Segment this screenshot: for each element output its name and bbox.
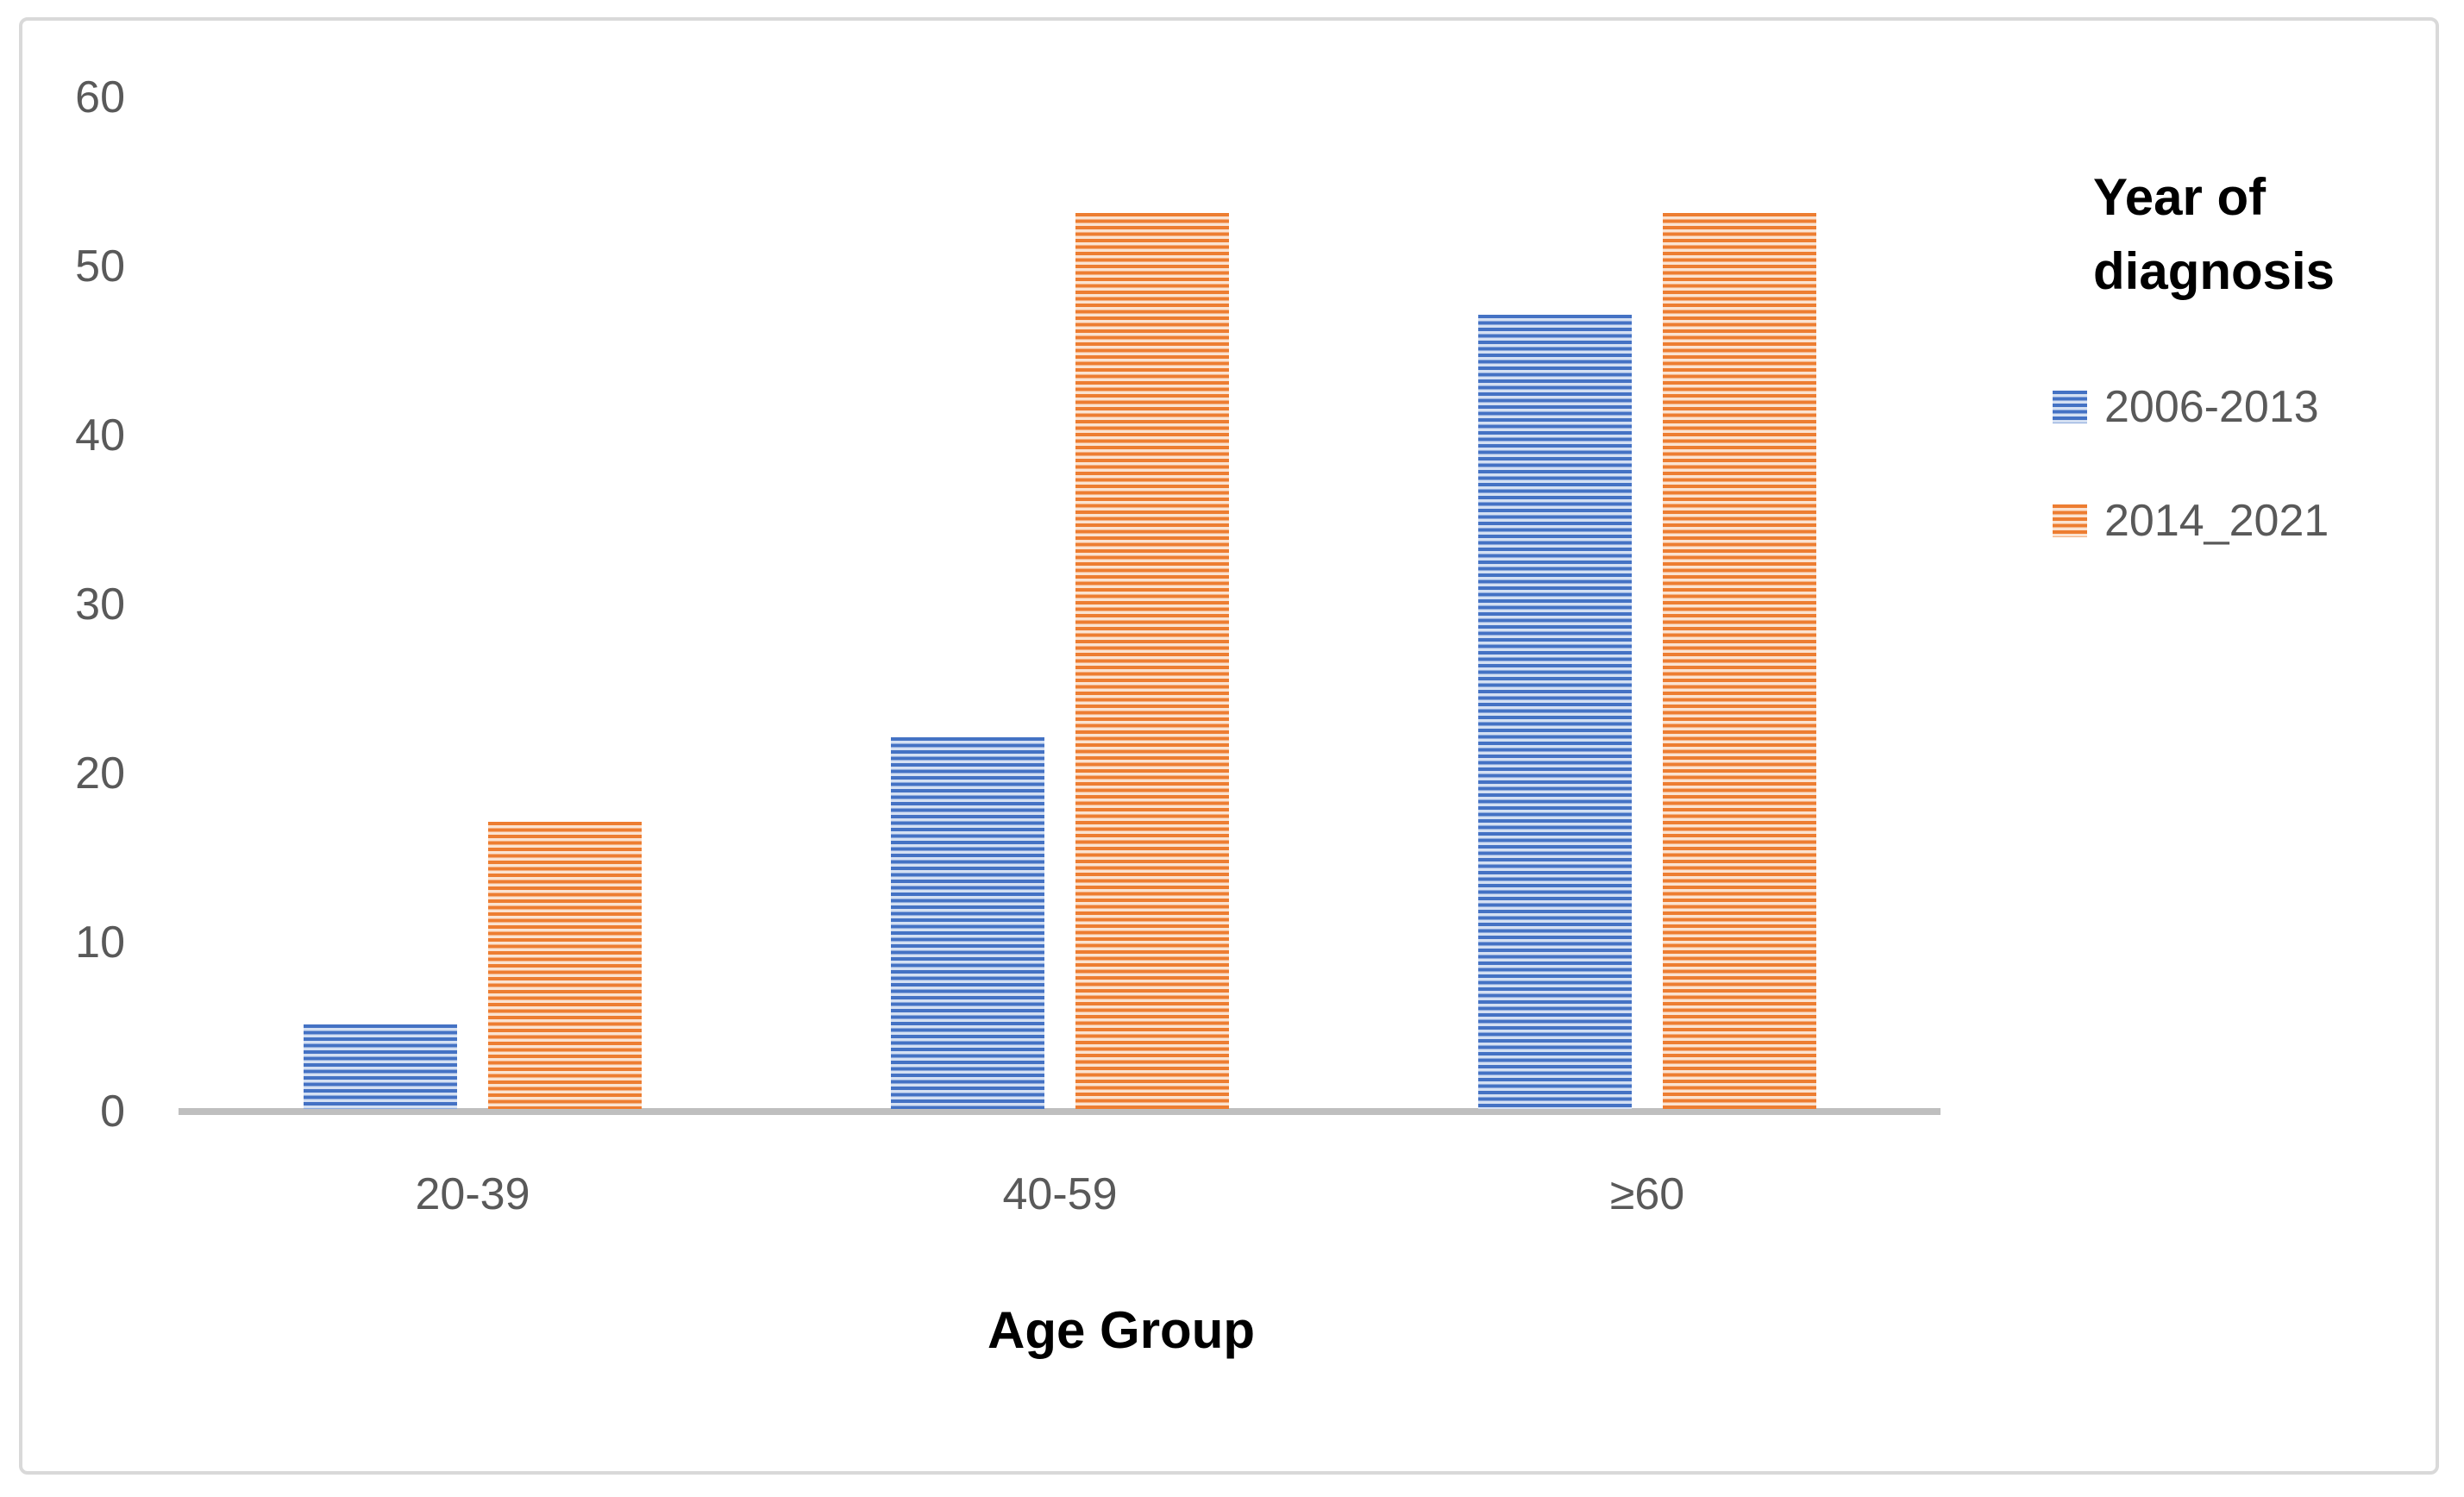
bar-2006-2013-20-39 [304,1024,457,1109]
x-tick-label-40-59: 40-59 [1002,1169,1118,1219]
bar-2014-2021-40-59 [1075,213,1229,1109]
x-axis-title: Age Group [987,1301,1255,1359]
y-tick-label-60: 60 [75,72,125,122]
bar-2006-2013--60 [1478,314,1632,1109]
y-tick-label-50: 50 [75,241,125,291]
chart-frame [19,17,2439,1475]
bar-2014-2021-20-39 [488,821,642,1109]
y-tick-label-0: 0 [100,1087,125,1137]
y-tick-label-20: 20 [75,748,125,799]
bar-2014-2021--60 [1663,213,1816,1109]
x-tick-label--60: ≥60 [1609,1169,1685,1219]
y-tick-label-30: 30 [75,579,125,629]
bar-2006-2013-40-59 [891,736,1044,1109]
x-tick-label-20-39: 20-39 [415,1169,530,1219]
y-tick-label-40: 40 [75,410,125,460]
x-axis-line [179,1108,1940,1115]
y-tick-label-10: 10 [75,918,125,968]
